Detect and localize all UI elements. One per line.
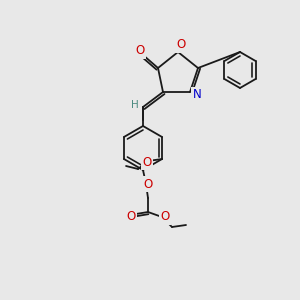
Text: N: N xyxy=(193,88,201,101)
Text: O: O xyxy=(143,178,153,190)
Text: H: H xyxy=(131,100,139,110)
Text: O: O xyxy=(142,155,152,169)
Text: O: O xyxy=(126,211,136,224)
Text: O: O xyxy=(160,211,169,224)
Text: O: O xyxy=(176,38,186,52)
Text: O: O xyxy=(135,44,145,58)
